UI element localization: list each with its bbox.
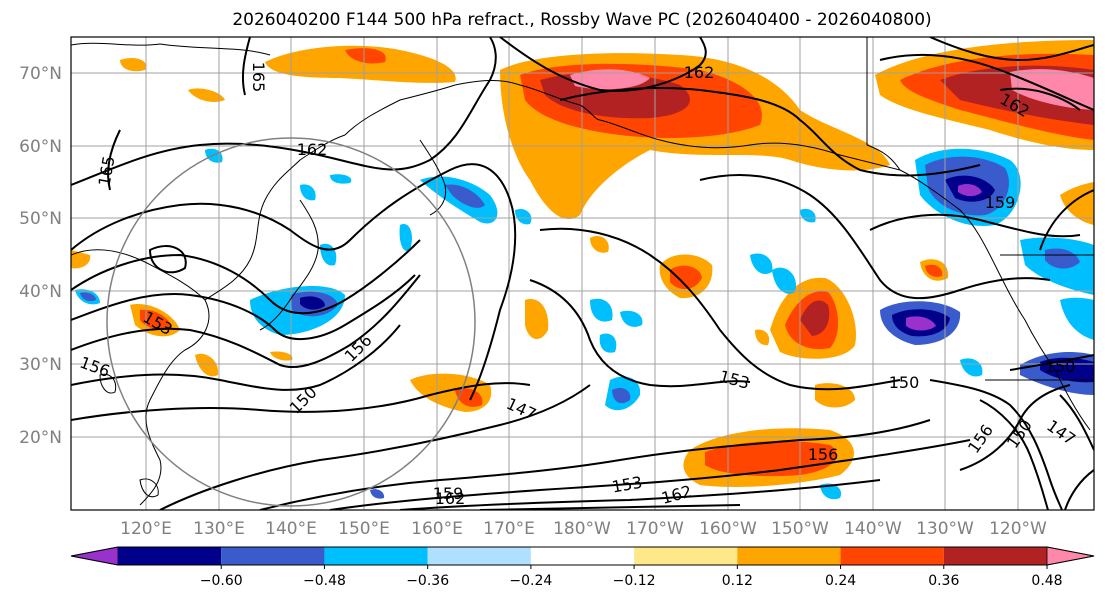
contour-label: 162	[435, 489, 466, 508]
colorbar-tick-label: −0.48	[303, 573, 346, 589]
map-frame	[70, 36, 1095, 511]
colorbar-segment	[943, 547, 1047, 565]
longitude-labels: 120°E 130°E 140°E 150°E 160°E 170°E 180°…	[120, 519, 1047, 539]
contour-label: 159	[985, 193, 1016, 212]
colorbar-segment	[840, 547, 944, 565]
colorbar-tick-label: 0.12	[722, 573, 753, 589]
lat-label: 30°N	[19, 355, 62, 375]
lon-label: 120°E	[120, 519, 172, 539]
height-contours	[71, 37, 1094, 510]
lon-label: 130°E	[193, 519, 245, 539]
lon-label: 160°E	[411, 519, 463, 539]
colorbar: −0.60 −0.48 −0.36 −0.24 −0.12 0.12 0.24 0.36 0.4…	[70, 546, 1095, 589]
lat-label: 50°N	[19, 209, 62, 229]
colorbar-extension-high	[1046, 546, 1095, 566]
colorbar-tick-label: 0.36	[928, 573, 959, 589]
colorbar-segment	[427, 547, 531, 565]
colorbar-tick-label: −0.24	[509, 573, 552, 589]
colorbar-tick-label: −0.12	[613, 573, 656, 589]
colorbar-segment	[530, 547, 635, 565]
coastlines	[71, 37, 1094, 506]
lat-label: 40°N	[19, 282, 62, 302]
contour-label: 150	[1045, 357, 1076, 376]
lat-label: 70°N	[19, 64, 62, 84]
colorbar-tick-label: −0.60	[200, 573, 243, 589]
colorbar-tick-label: −0.36	[406, 573, 449, 589]
latitude-labels: 70°N 60°N 50°N 40°N 30°N 20°N	[19, 64, 62, 448]
lon-label: 150°E	[338, 519, 390, 539]
colorbar-segment	[634, 547, 738, 565]
lon-label: 150°W	[771, 519, 829, 539]
map-title: 2026040200 F144 500 hPa refract., Rossby…	[232, 10, 931, 30]
contour-label: 165	[249, 62, 268, 93]
reference-circle	[106, 137, 476, 507]
contour-label: 156	[808, 445, 839, 464]
lat-label: 60°N	[19, 137, 62, 157]
lon-label: 140°E	[265, 519, 317, 539]
lon-label: 180°W	[553, 519, 611, 539]
lat-label: 20°N	[19, 428, 62, 448]
graticule	[71, 37, 1094, 510]
contour-label: 162	[297, 140, 328, 159]
colorbar-tick-label: 0.48	[1031, 573, 1062, 589]
colorbar-segment	[324, 547, 428, 565]
map-area: 165 162 165 162 162 159 153 156 150 156 …	[70, 36, 1095, 511]
lon-label: 140°W	[844, 519, 902, 539]
colorbar-tick-label: 0.24	[825, 573, 856, 589]
contour-label: 159	[433, 484, 464, 503]
colorbar-segment	[118, 547, 222, 565]
contour-label: 162	[684, 63, 715, 82]
lon-label: 170°E	[483, 519, 535, 539]
contour-label: 150	[889, 373, 920, 392]
lon-label: 160°W	[699, 519, 757, 539]
positive-anomaly-shading	[71, 40, 1094, 487]
colorbar-segment	[221, 547, 325, 565]
lon-label: 120°W	[989, 519, 1047, 539]
colorbar-segment	[737, 547, 841, 565]
lon-label: 130°W	[916, 519, 974, 539]
lon-label: 170°W	[626, 519, 684, 539]
colorbar-extension-low	[70, 546, 119, 566]
